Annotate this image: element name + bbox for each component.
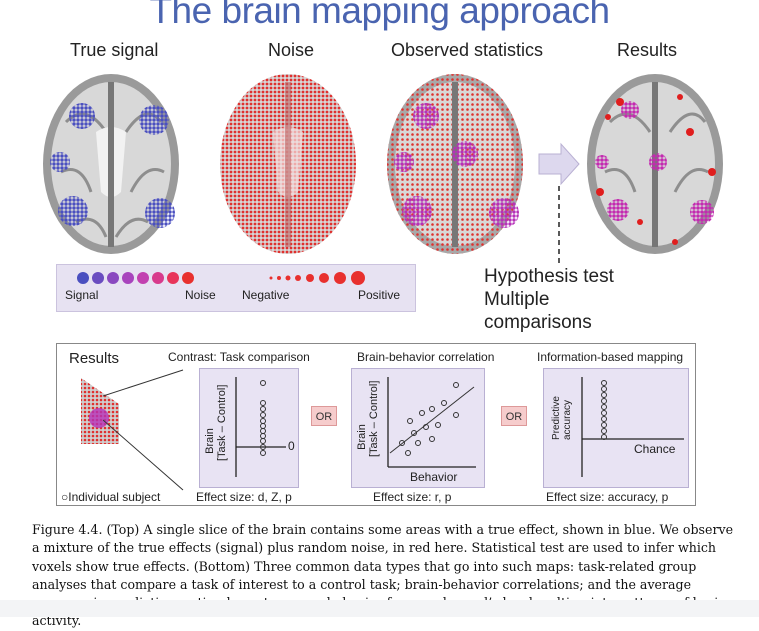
page-bottom-strip	[0, 600, 759, 617]
correlation-ylabel-1: Brain	[356, 424, 368, 450]
contrast-panel: Brain [Task – Control] 0	[199, 368, 299, 488]
figure-title: The brain mapping approach	[149, 0, 610, 31]
brain-observed-statistics	[387, 74, 523, 254]
contrast-effect-size: Effect size: d, Z, p	[196, 490, 292, 504]
data-types-panel: Results ○Individual subject Contrast: Ta…	[56, 343, 696, 506]
info-chance-label: Chance	[634, 442, 676, 456]
correlation-y-axis-label: Brain [Task – Control]	[356, 380, 380, 457]
or-badge-2: OR	[501, 406, 527, 426]
contrast-plot	[235, 377, 286, 477]
info-ylabel-2: accuracy	[562, 399, 573, 440]
contrast-ylabel-1: Brain	[204, 428, 216, 454]
info-y-axis-label: Predictive accuracy	[551, 396, 573, 440]
multiple-label: Multiple	[484, 289, 550, 310]
correlation-plot	[387, 377, 476, 468]
brain-results	[587, 74, 723, 254]
info-mapping-panel: Predictive accuracy Chance	[543, 368, 689, 488]
brain-noise	[220, 74, 356, 254]
results-label: Results	[69, 350, 120, 367]
legend-noise-label: Noise	[185, 288, 216, 302]
contrast-ylabel-2: [Task – Control]	[216, 384, 228, 461]
contrast-zero-label: 0	[288, 439, 295, 453]
correlation-panel: Brain [Task – Control] Behavior	[351, 368, 485, 488]
arrow-right-icon	[538, 142, 580, 186]
panel-label-noise: Noise	[268, 40, 315, 60]
info-ylabel-1: Predictive	[551, 396, 562, 440]
panel-label-true-signal: True signal	[70, 40, 159, 60]
contrast-y-axis-label: Brain [Task – Control]	[204, 384, 228, 461]
contrast-title: Contrast: Task comparison	[168, 350, 310, 364]
panel-label-results: Results	[617, 40, 678, 60]
panel-label-observed: Observed statistics	[391, 40, 544, 60]
individual-subject-legend: ○Individual subject	[61, 490, 160, 504]
correlation-title: Brain-behavior correlation	[357, 350, 495, 364]
legend-signal-label: Signal	[65, 288, 99, 302]
color-legend: Signal Noise Negative Positive	[56, 264, 416, 312]
correlation-ylabel-2: [Task – Control]	[368, 380, 380, 457]
legend-swatches	[77, 271, 365, 285]
info-effect-size: Effect size: accuracy, p	[546, 490, 669, 504]
info-mapping-plot	[581, 377, 684, 477]
correlation-effect-size: Effect size: r, p	[373, 490, 452, 504]
correlation-x-axis-label: Behavior	[410, 470, 458, 484]
legend-negative-label: Negative	[242, 288, 290, 302]
legend-positive-label: Positive	[358, 288, 401, 302]
or-badge-1: OR	[311, 406, 337, 426]
zoom-lines	[103, 369, 184, 491]
comparisons-label: comparisons	[484, 312, 592, 333]
dashed-connector	[558, 186, 560, 266]
hypothesis-test-label: Hypothesis test	[484, 266, 614, 287]
brain-true-signal	[43, 74, 179, 254]
open-circle-icon: ○	[61, 490, 69, 504]
individual-subject-label: Individual subject	[68, 490, 161, 504]
subject-brain-thumbnail	[81, 378, 119, 444]
info-mapping-title: Information-based mapping	[537, 350, 684, 364]
